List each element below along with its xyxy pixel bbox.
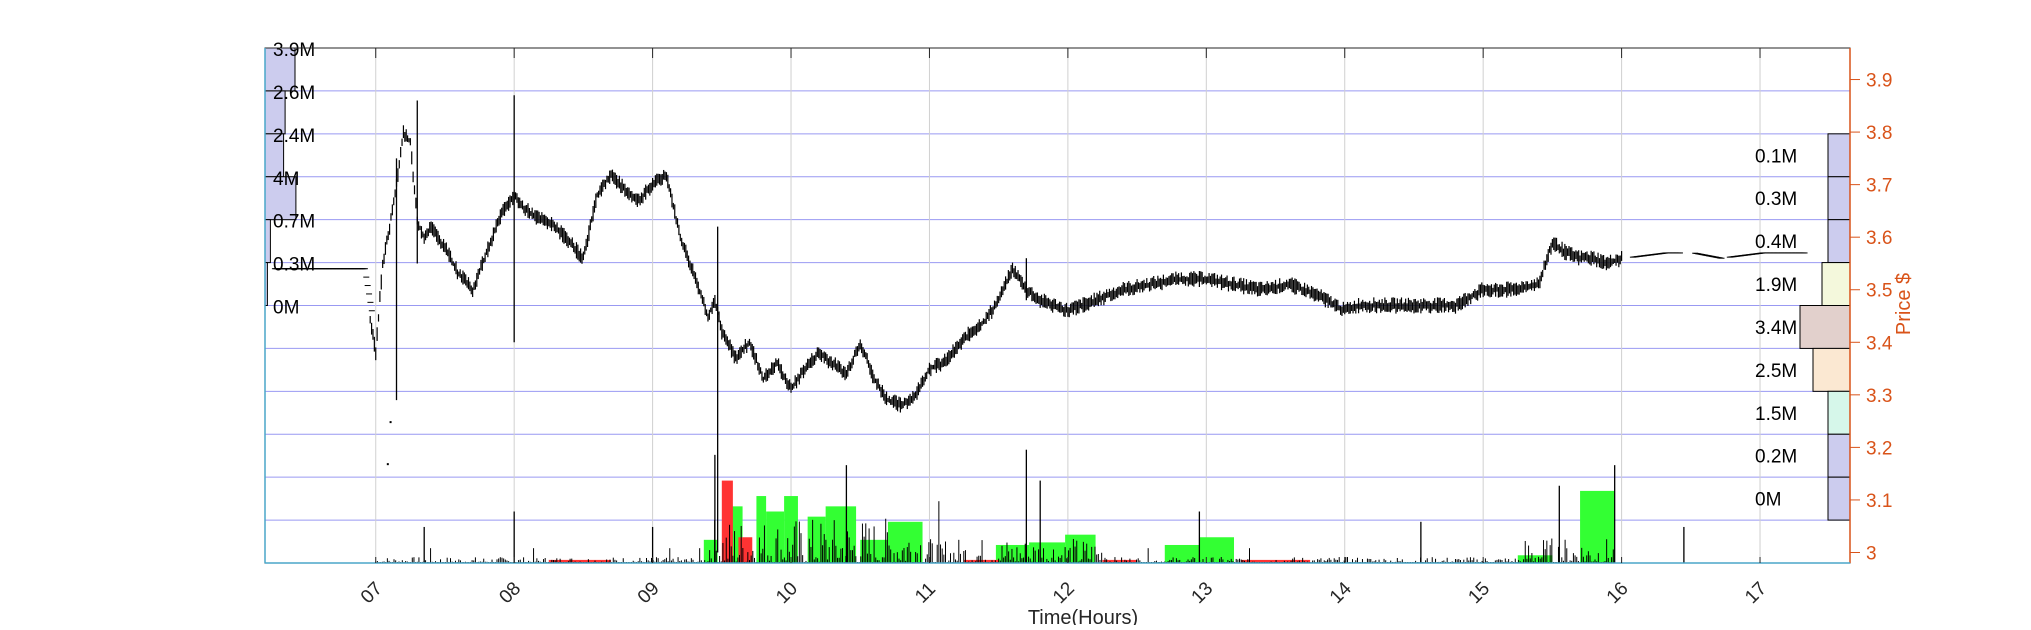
right-profile-label: 2.5M [1755, 361, 1797, 382]
y-tick-label: 3.7 [1866, 176, 1892, 197]
right-profile-label: 1.5M [1755, 404, 1797, 425]
right-profile-label: 0.4M [1755, 232, 1797, 253]
price-layer [271, 95, 1808, 553]
right-profile-bar [1827, 176, 1851, 221]
y-tick-label: 3.4 [1866, 333, 1893, 354]
volume-bar-up [756, 496, 767, 563]
price-dot [389, 421, 392, 424]
left-profile-label: 0M [273, 298, 299, 319]
right-profile-bar [1799, 305, 1851, 349]
right-profile-label: 1.9M [1755, 275, 1797, 296]
volume-bar-down [964, 559, 999, 563]
right-profile-bar [1827, 133, 1851, 178]
profile-layer: 3.9M 2.6M 2.4M 4M 0.7M 0.3M 0M 0.1M 0.3M 0.4M 1.9M… [264, 40, 1851, 521]
volume-bar-down [738, 537, 753, 563]
volume-bar-up [1580, 490, 1615, 563]
price-dot [386, 463, 389, 466]
y-tick-label: 3 [1866, 543, 1877, 564]
y-tick-label: 3.3 [1866, 386, 1892, 407]
right-profile-bar [1827, 219, 1851, 264]
volume-bar-up [1199, 537, 1234, 563]
right-profile-bar [1812, 347, 1851, 392]
left-profile-bar [264, 176, 297, 221]
left-profile-label: 2.6M [273, 83, 315, 104]
right-profile-label: 3.4M [1755, 318, 1797, 339]
right-profile-label: 0.1M [1755, 146, 1797, 167]
volume-bar-down [721, 480, 733, 563]
left-profile-label: 3.9M [273, 40, 315, 61]
volume-bar-up [703, 539, 718, 563]
left-profile-label: 4M [273, 169, 299, 190]
y-tick-label: 3.5 [1866, 281, 1892, 302]
volume-bar-up [766, 511, 785, 563]
x-axis-label: Time(Hours) [1028, 607, 1138, 625]
volume-bar-up [995, 544, 1030, 563]
y-tick-label: 3.2 [1866, 438, 1892, 459]
volume-bar-down [1102, 559, 1138, 563]
right-profile-bar [1827, 390, 1851, 435]
y-tick-label: 3.9 [1866, 71, 1892, 92]
right-profile-bar [1827, 433, 1851, 478]
volume-bar-down [1240, 559, 1311, 563]
grid-layer [265, 47, 1850, 564]
right-profile-label: 0.2M [1755, 447, 1797, 468]
right-profile-bar [1827, 476, 1851, 521]
y-tick-label: 3.6 [1866, 228, 1892, 249]
left-profile-label: 2.4M [273, 126, 315, 147]
y-axis-label: Price $ [1893, 273, 1915, 335]
volume-bar-down [548, 559, 612, 563]
y-tick-label: 3.8 [1866, 123, 1892, 144]
right-profile-bar [1821, 262, 1851, 307]
left-profile-label: 0.3M [273, 255, 315, 276]
right-profile-label: 0M [1755, 490, 1781, 511]
right-profile-label: 0.3M [1755, 189, 1797, 210]
volume-layer [375, 449, 1685, 563]
left-profile-label: 0.7M [273, 212, 315, 233]
y-tick-label: 3.1 [1866, 491, 1892, 512]
left-profile-bar [264, 219, 271, 264]
